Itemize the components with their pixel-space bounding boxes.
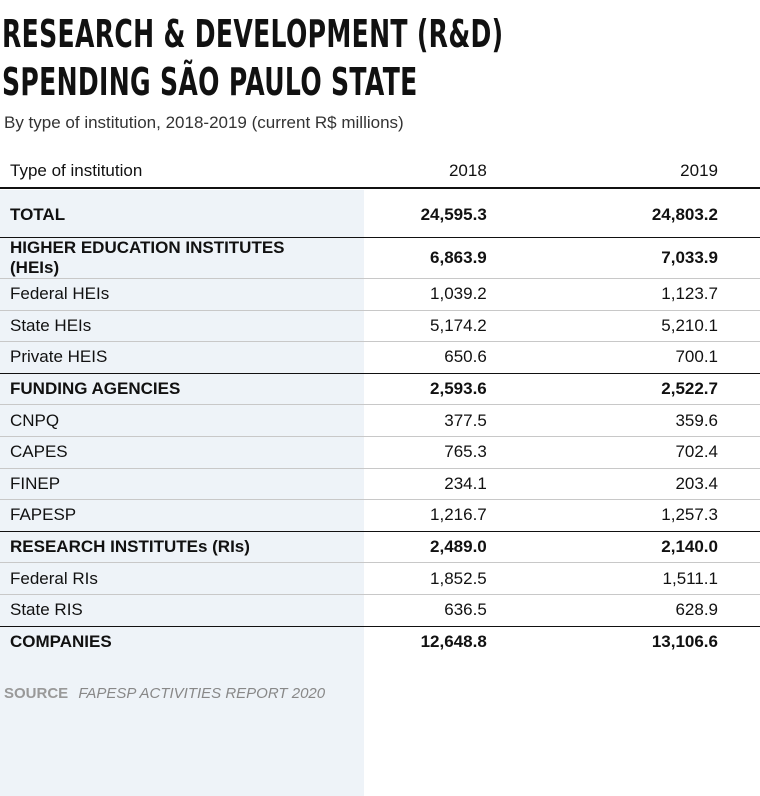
table-row: Federal RIs 1,852.5 1,511.1 (0, 562, 760, 595)
value-2019-cell: 24,803.2 (528, 188, 760, 238)
table-row: FINEP 234.1 203.4 (0, 468, 760, 501)
value-2018-cell: 1,039.2 (336, 278, 529, 311)
value-2019-cell: 2,140.0 (528, 531, 760, 564)
value-2018-cell: 6,863.9 (336, 237, 529, 279)
row-label-cell: Federal RIs (0, 562, 337, 595)
value-2018-cell: 650.6 (336, 341, 529, 374)
source-label: SOURCE (4, 685, 69, 702)
table-row: Private HEIS 650.6 700.1 (0, 341, 760, 374)
value-2019-cell: 7,033.9 (528, 237, 760, 279)
table-row: CAPES 765.3 702.4 (0, 436, 760, 469)
row-label-cell: State RIS (0, 594, 337, 627)
column-header-institution: Type of institution (0, 154, 337, 189)
chart-title-line-2: SPENDING SÃO PAULO STATE (2, 60, 418, 104)
row-label-cell: HIGHER EDUCATION INSTITUTES (HEIs) (0, 237, 337, 279)
value-2018-cell: 24,595.3 (336, 188, 529, 238)
table-row: CNPQ 377.5 359.6 (0, 404, 760, 437)
value-2018-cell: 2,489.0 (336, 531, 529, 564)
value-2018-cell: 234.1 (336, 468, 529, 501)
table-row: State RIS 636.5 628.9 (0, 594, 760, 627)
table-row: HIGHER EDUCATION INSTITUTES (HEIs) 6,863.… (0, 237, 760, 279)
table-row: FUNDING AGENCIES 2,593.6 2,522.7 (0, 373, 760, 406)
data-table: Type of institution 2018 2019 TOTAL 24,59… (0, 154, 760, 657)
value-2018-cell: 1,216.7 (336, 499, 529, 532)
value-2019-cell: 702.4 (528, 436, 760, 469)
table-row: TOTAL 24,595.3 24,803.2 (0, 188, 760, 238)
value-2019-cell: 628.9 (528, 594, 760, 627)
data-table-container: Type of institution 2018 2019 TOTAL 24,59… (0, 154, 760, 796)
value-2018-cell: 1,852.5 (336, 562, 529, 595)
row-label-cell: Private HEIS (0, 341, 337, 374)
value-2018-cell: 12,648.8 (420, 631, 487, 651)
value-2019-cell: 1,511.1 (528, 562, 760, 595)
value-2019-cell: 5,210.1 (528, 310, 760, 343)
row-label-cell: COMPANIES (10, 631, 112, 651)
chart-title-line-1: RESEARCH & DEVELOPMENT (R&D) (2, 12, 504, 56)
value-2019-cell: 359.6 (528, 404, 760, 437)
row-label-cell: CAPES (0, 436, 337, 469)
column-header-2019: 2019 (528, 154, 760, 189)
row-label-cell: FUNDING AGENCIES (0, 373, 337, 406)
value-2018-cell: 636.5 (336, 594, 529, 627)
value-2018-cell: 2,593.6 (336, 373, 529, 406)
value-2019-cell: 1,123.7 (528, 278, 760, 311)
source-note: SOURCE FAPESP ACTIVITIES REPORT 2020 (4, 685, 325, 702)
row-label-cell: TOTAL (0, 188, 337, 238)
chart-subtitle: By type of institution, 2018-2019 (curre… (4, 113, 404, 132)
table-row: State HEIs 5,174.2 5,210.1 (0, 310, 760, 343)
row-label-cell: RESEARCH INSTITUTEs (RIs) (0, 531, 337, 564)
row-label-cell: State HEIs (0, 310, 337, 343)
value-2019-cell: 2,522.7 (528, 373, 760, 406)
table-row: Federal HEIs 1,039.2 1,123.7 (0, 278, 760, 311)
value-2019-cell: 700.1 (528, 341, 760, 374)
value-2018-cell: 765.3 (336, 436, 529, 469)
value-2019-cell: 203.4 (528, 468, 760, 501)
table-row: FAPESP 1,216.7 1,257.3 (0, 499, 760, 532)
column-header-2018: 2018 (336, 154, 529, 189)
row-label-cell: FINEP (0, 468, 337, 501)
chart-title: RESEARCH & DEVELOPMENT (R&D) SPENDING SÃ… (2, 10, 504, 106)
source-text: FAPESP ACTIVITIES REPORT 2020 (78, 685, 326, 702)
value-2018-cell: 377.5 (336, 404, 529, 437)
row-label-cell: FAPESP (0, 499, 337, 532)
row-label-cell: CNPQ (0, 404, 337, 437)
table-body: TOTAL 24,595.3 24,803.2 HIGHER EDUCATION IN… (0, 188, 760, 657)
table-row: RESEARCH INSTITUTEs (RIs) 2,489.0 2,140.0 (0, 531, 760, 564)
table-row: COMPANIES 12,648.8 13,106.6 (0, 626, 760, 657)
value-2019-cell: 1,257.3 (528, 499, 760, 532)
value-2019-cell: 13,106.6 (651, 631, 718, 651)
row-label-cell: Federal HEIs (0, 278, 337, 311)
value-2018-cell: 5,174.2 (336, 310, 529, 343)
table-header-row: Type of institution 2018 2019 (0, 154, 760, 189)
